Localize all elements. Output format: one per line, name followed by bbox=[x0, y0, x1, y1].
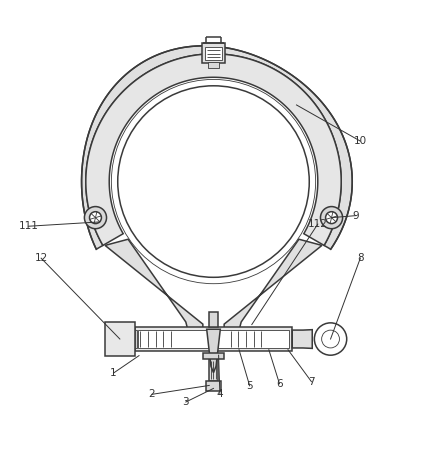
Polygon shape bbox=[206, 329, 220, 372]
Text: 12: 12 bbox=[35, 253, 48, 263]
Bar bbox=[138, 330, 288, 348]
Text: 8: 8 bbox=[356, 253, 363, 263]
Bar bbox=[202, 42, 224, 63]
Bar bbox=[135, 330, 137, 348]
Circle shape bbox=[314, 323, 346, 355]
Bar bbox=[205, 47, 221, 59]
Polygon shape bbox=[224, 239, 321, 339]
Text: 111: 111 bbox=[18, 221, 38, 231]
Polygon shape bbox=[86, 54, 340, 245]
Circle shape bbox=[84, 207, 106, 229]
Text: 9: 9 bbox=[352, 211, 359, 221]
Text: 2: 2 bbox=[148, 390, 155, 399]
Text: 1: 1 bbox=[110, 368, 117, 378]
Circle shape bbox=[320, 207, 342, 229]
Text: 112: 112 bbox=[307, 219, 327, 229]
Polygon shape bbox=[81, 46, 351, 249]
Circle shape bbox=[321, 330, 339, 348]
Bar bbox=[203, 353, 223, 359]
Bar bbox=[207, 62, 219, 68]
Circle shape bbox=[118, 86, 308, 278]
Text: 6: 6 bbox=[276, 379, 282, 389]
Bar bbox=[105, 322, 135, 356]
Text: 4: 4 bbox=[216, 390, 223, 399]
Text: 3: 3 bbox=[182, 397, 189, 407]
Bar bbox=[208, 312, 218, 327]
Polygon shape bbox=[291, 330, 311, 349]
Text: 7: 7 bbox=[307, 377, 314, 387]
Text: 10: 10 bbox=[353, 136, 366, 146]
Text: 5: 5 bbox=[246, 381, 252, 391]
Bar bbox=[208, 359, 218, 381]
Circle shape bbox=[89, 212, 101, 224]
Bar bbox=[135, 327, 291, 351]
Circle shape bbox=[325, 212, 337, 224]
Bar bbox=[205, 381, 221, 390]
Polygon shape bbox=[105, 239, 202, 339]
